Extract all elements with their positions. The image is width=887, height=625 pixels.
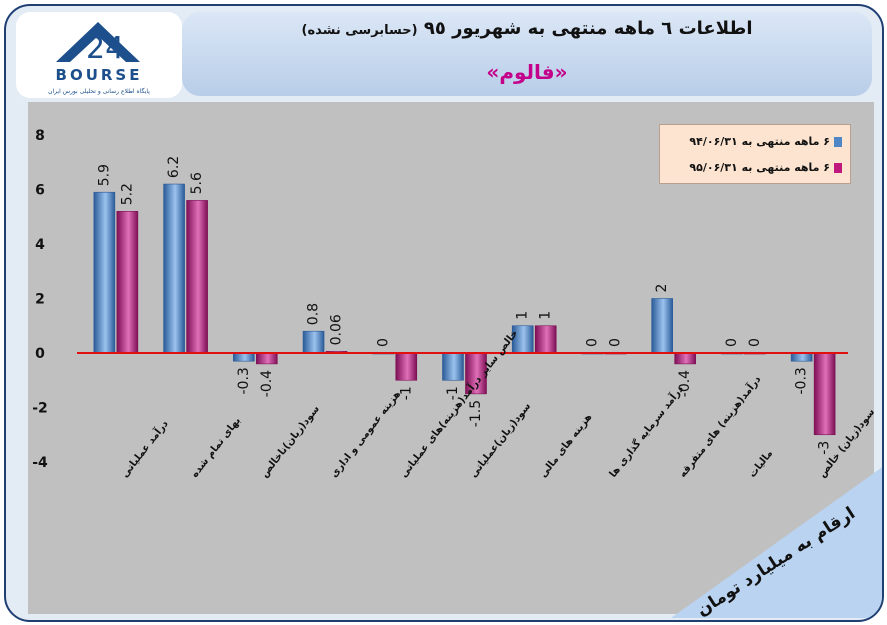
data-label: 6.2 bbox=[166, 156, 182, 178]
bar bbox=[116, 211, 139, 354]
data-label: 0 bbox=[724, 338, 740, 347]
data-label: 5.9 bbox=[96, 164, 112, 186]
bar bbox=[186, 200, 208, 354]
unit-banner bbox=[671, 467, 882, 618]
y-tick-label: 6 bbox=[35, 183, 45, 199]
x-tick-label: درآمد عملیاتی bbox=[118, 417, 171, 479]
legend-swatch-series1 bbox=[834, 137, 842, 147]
data-label: -1.5 bbox=[468, 400, 484, 427]
bar bbox=[233, 352, 255, 362]
data-label: 5.6 bbox=[189, 172, 205, 194]
legend-label-series2: ۶ ماهه منتهی به ۹۵/۰۶/۳۱ bbox=[689, 161, 830, 174]
y-tick-label: 8 bbox=[35, 128, 45, 144]
data-label: -0.3 bbox=[236, 367, 252, 394]
chart-frame: 24 BOURSE پایگاه اطلاع رسانی و تحلیلی بو… bbox=[4, 4, 884, 622]
x-tick-label: هزینه عمومی و اداری bbox=[329, 389, 403, 480]
bar bbox=[256, 352, 278, 365]
logo-tagline: پایگاه اطلاع رسانی و تحلیلی بورس ایران bbox=[48, 87, 150, 95]
data-label: 0 bbox=[375, 338, 391, 347]
x-tick-label: سود(زیان)ناخالص bbox=[259, 404, 322, 480]
x-tick-label: بهای تمام شده bbox=[189, 415, 243, 480]
data-label: 2 bbox=[654, 284, 670, 293]
page-title: اطلاعات ٦ ماهه منتهی به شهریور ٩٥ (حسابر… bbox=[182, 18, 872, 39]
company-name: «فالوم» bbox=[486, 60, 568, 84]
logo-brand: BOURSE bbox=[56, 66, 143, 84]
bar bbox=[93, 191, 116, 354]
legend-label-series1: ۶ ماهه منتهی به ۹۴/۰۶/۳۱ bbox=[689, 135, 830, 148]
title-subtitle: (حسابرسی نشده) bbox=[301, 23, 418, 38]
x-tick-label: خالص سایر درآمد(هزینه)های عملیاتی bbox=[397, 327, 521, 480]
bar bbox=[163, 183, 185, 354]
y-tick-label: -4 bbox=[32, 455, 48, 471]
data-label: -0.4 bbox=[259, 370, 275, 397]
bar bbox=[674, 352, 696, 365]
data-label: 0 bbox=[607, 338, 623, 347]
y-tick-label: 4 bbox=[35, 237, 45, 253]
data-label: 1 bbox=[538, 311, 554, 320]
data-label: 5.2 bbox=[119, 183, 135, 205]
x-tick-label: هزینه های مالی bbox=[538, 412, 595, 480]
bar bbox=[302, 330, 325, 354]
data-label: -0.4 bbox=[677, 370, 693, 397]
bar bbox=[651, 298, 673, 354]
legend-item-series1: ۶ ماهه منتهی به ۹۴/۰۶/۳۱ bbox=[689, 135, 842, 148]
header-panel bbox=[182, 12, 872, 96]
bar bbox=[442, 352, 464, 381]
bar bbox=[395, 352, 418, 381]
data-label: 1 bbox=[515, 311, 531, 320]
data-label: 0 bbox=[747, 338, 763, 347]
data-label: -3 bbox=[817, 441, 833, 455]
bar bbox=[813, 352, 836, 436]
y-tick-label: -2 bbox=[32, 401, 48, 417]
data-label: 0.8 bbox=[306, 303, 322, 325]
logo: 24 BOURSE پایگاه اطلاع رسانی و تحلیلی بو… bbox=[16, 12, 182, 98]
data-label: 0 bbox=[584, 338, 600, 347]
legend-item-series2: ۶ ماهه منتهی به ۹۵/۰۶/۳۱ bbox=[689, 161, 842, 174]
legend-swatch-series2 bbox=[834, 163, 842, 173]
data-label: -0.3 bbox=[794, 367, 810, 394]
bar bbox=[790, 352, 813, 362]
logo-number: 24 bbox=[86, 31, 124, 66]
chart-area: -4 -2 0 2 4 6 8 5.9 6.2 -0.3 0.8 0 -1 1 0 2 0 -0.3 5.2 5.6 -… bbox=[28, 102, 874, 614]
legend: ۶ ماهه منتهی به ۹۴/۰۶/۳۱ ۶ ماهه منتهی به… bbox=[659, 124, 851, 184]
title-main: اطلاعات ٦ ماهه منتهی به شهریور ٩٥ bbox=[423, 18, 753, 39]
data-label: -1 bbox=[398, 386, 414, 400]
data-label: 0.06 bbox=[329, 314, 345, 345]
bourse24-logo-icon: 24 BOURSE پایگاه اطلاع رسانی و تحلیلی بو… bbox=[24, 22, 174, 95]
y-tick-label: 2 bbox=[35, 292, 45, 308]
bar bbox=[534, 325, 557, 354]
bar-chart: -4 -2 0 2 4 6 8 5.9 6.2 -0.3 0.8 0 -1 1 0 2 0 -0.3 5.2 5.6 -… bbox=[32, 128, 874, 480]
y-tick-label: 0 bbox=[35, 346, 45, 362]
data-label: -1 bbox=[445, 386, 461, 400]
